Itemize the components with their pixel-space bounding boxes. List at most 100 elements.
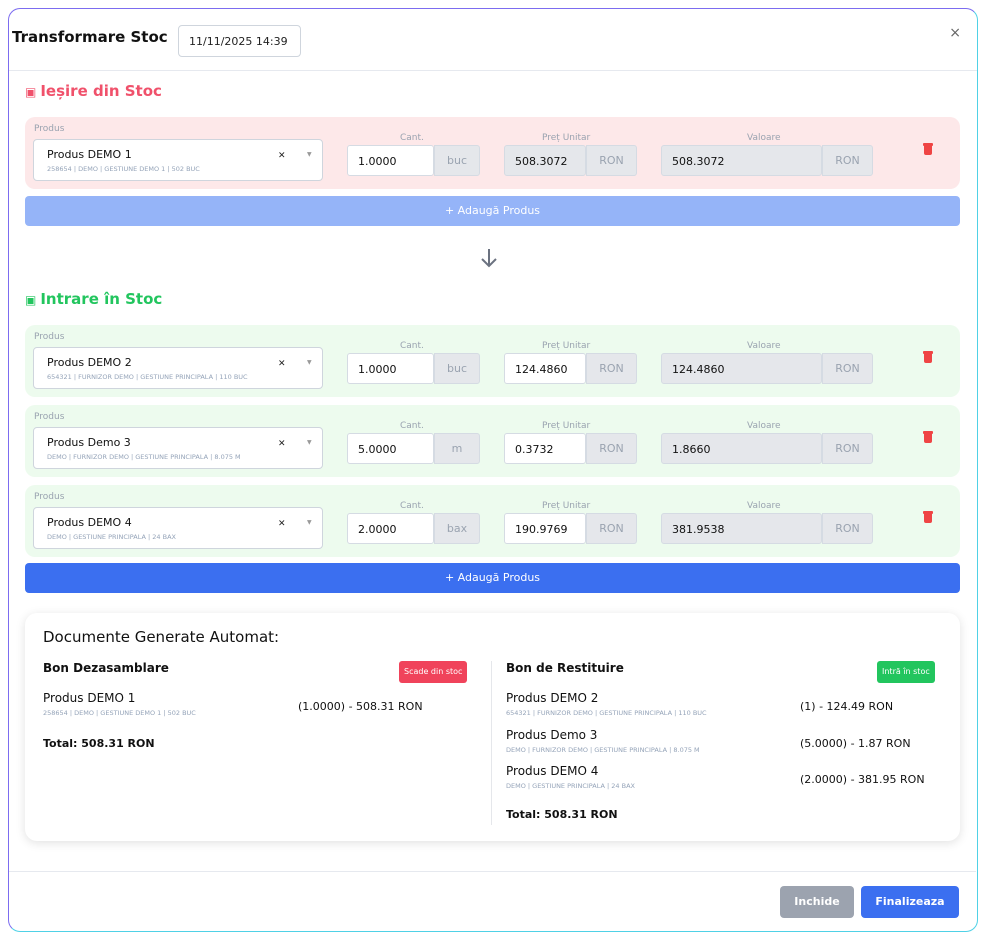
qty-input[interactable]: 1.0000: [347, 353, 434, 384]
currency-addon: RON: [586, 513, 637, 544]
doc-total: Total: 508.31 RON: [506, 808, 618, 821]
currency-addon: RON: [822, 433, 873, 464]
trash-icon[interactable]: [923, 351, 933, 363]
produs-label: Produs: [34, 492, 65, 502]
doc-item-name: Produs DEMO 2: [506, 691, 599, 705]
cant-label: Cant.: [400, 501, 424, 511]
doc-item-name: Produs Demo 3: [506, 728, 598, 742]
clear-icon[interactable]: ✕: [278, 439, 286, 449]
chevron-down-icon[interactable]: ▼: [307, 439, 312, 446]
produs-label: Produs: [34, 332, 65, 342]
doc-item-details: 258654 | DEMO | GESTIUNE DEMO 1 | 502 BU…: [43, 709, 196, 717]
modal-header: Transformare Stoc 11/11/2025 14:39 ×: [9, 9, 977, 71]
product-name: Produs Demo 3: [47, 436, 131, 449]
price-input[interactable]: 0.3732: [504, 433, 586, 464]
chevron-down-icon[interactable]: ▼: [307, 151, 312, 158]
add-product-button[interactable]: + Adaugă Produs: [25, 563, 960, 593]
qty-input[interactable]: 2.0000: [347, 513, 434, 544]
product-details: 258654 | DEMO | GESTIUNE DEMO 1 | 502 BU…: [47, 165, 200, 173]
produs-label: Produs: [34, 124, 65, 134]
box-icon: ▣: [25, 85, 37, 99]
doc-item-details: DEMO | FURNIZOR DEMO | GESTIUNE PRINCIPA…: [506, 746, 700, 754]
chevron-down-icon[interactable]: ▼: [307, 519, 312, 526]
cant-label: Cant.: [400, 421, 424, 431]
out-product-row: Produs Cant. Preț Unitar Valoare Produs …: [25, 117, 960, 189]
pret-label: Preț Unitar: [542, 421, 591, 431]
unit-addon: m: [434, 433, 480, 464]
divider: [491, 661, 492, 825]
close-button[interactable]: Inchide: [780, 886, 854, 918]
valoare-label: Valoare: [747, 501, 781, 511]
price-input[interactable]: 190.9769: [504, 513, 586, 544]
clear-icon[interactable]: ✕: [278, 151, 286, 161]
doc-item-value: (2.0000) - 381.95 RON: [800, 773, 925, 786]
cant-label: Cant.: [400, 341, 424, 351]
valoare-label: Valoare: [747, 133, 781, 143]
pret-label: Preț Unitar: [542, 133, 591, 143]
status-badge: Scade din stoc: [399, 661, 468, 683]
value-field: 1.8660: [661, 433, 822, 464]
product-name: Produs DEMO 4: [47, 516, 132, 529]
bon-dezasamblare-title: Bon Dezasamblare: [43, 661, 169, 675]
box-icon: ▣: [25, 293, 37, 307]
doc-total: Total: 508.31 RON: [43, 737, 155, 750]
status-badge: Intră în stoc: [877, 661, 935, 683]
in-product-row: Produs Cant. Preț Unitar Valoare Produs …: [25, 485, 960, 557]
chevron-down-icon[interactable]: ▼: [307, 359, 312, 366]
qty-input[interactable]: 1.0000: [347, 145, 434, 176]
trash-icon[interactable]: [923, 511, 933, 523]
doc-item-name: Produs DEMO 4: [506, 764, 599, 778]
footer-divider: [9, 871, 976, 872]
generated-docs-panel: Documente Generate Automat: Bon Dezasamb…: [25, 613, 960, 841]
transform-stock-modal: Transformare Stoc 11/11/2025 14:39 × ▣ Ie…: [8, 8, 978, 932]
modal-title: Transformare Stoc: [12, 28, 168, 46]
close-icon[interactable]: ×: [949, 25, 961, 41]
doc-item-details: DEMO | GESTIUNE PRINCIPALA | 24 BAX: [506, 782, 635, 790]
product-select[interactable]: Produs DEMO 4 DEMO | GESTIUNE PRINCIPALA…: [33, 507, 323, 549]
currency-addon: RON: [822, 353, 873, 384]
in-section-title: ▣ Intrare în Stoc: [25, 290, 163, 308]
cant-label: Cant.: [400, 133, 424, 143]
doc-item-name: Produs DEMO 1: [43, 691, 136, 705]
product-details: DEMO | FURNIZOR DEMO | GESTIUNE PRINCIPA…: [47, 453, 241, 461]
trash-icon[interactable]: [923, 431, 933, 443]
valoare-label: Valoare: [747, 341, 781, 351]
doc-item-value: (5.0000) - 1.87 RON: [800, 737, 911, 750]
pret-label: Preț Unitar: [542, 501, 591, 511]
out-section-title: ▣ Ieșire din Stoc: [25, 82, 162, 100]
currency-addon: RON: [586, 353, 637, 384]
valoare-label: Valoare: [747, 421, 781, 431]
product-details: DEMO | GESTIUNE PRINCIPALA | 24 BAX: [47, 533, 176, 541]
add-product-button[interactable]: + Adaugă Produs: [25, 196, 960, 226]
produs-label: Produs: [34, 412, 65, 422]
unit-addon: bax: [434, 513, 480, 544]
currency-addon: RON: [822, 513, 873, 544]
price-input: 508.3072: [504, 145, 586, 176]
arrow-down-icon: [481, 249, 497, 268]
finish-button[interactable]: Finalizeaza: [861, 886, 959, 918]
pret-label: Preț Unitar: [542, 341, 591, 351]
product-name: Produs DEMO 2: [47, 356, 132, 369]
qty-input[interactable]: 5.0000: [347, 433, 434, 464]
price-input[interactable]: 124.4860: [504, 353, 586, 384]
date-input[interactable]: 11/11/2025 14:39: [178, 25, 301, 57]
bon-restituire-title: Bon de Restituire: [506, 661, 624, 675]
product-name: Produs DEMO 1: [47, 148, 132, 161]
product-details: 654321 | FURNIZOR DEMO | GESTIUNE PRINCI…: [47, 373, 248, 381]
clear-icon[interactable]: ✕: [278, 359, 286, 369]
currency-addon: RON: [586, 433, 637, 464]
clear-icon[interactable]: ✕: [278, 519, 286, 529]
value-field: 381.9538: [661, 513, 822, 544]
docs-title: Documente Generate Automat:: [43, 628, 280, 646]
doc-item-details: 654321 | FURNIZOR DEMO | GESTIUNE PRINCI…: [506, 709, 707, 717]
doc-item-value: (1) - 124.49 RON: [800, 700, 894, 713]
trash-icon[interactable]: [923, 143, 933, 155]
currency-addon: RON: [586, 145, 637, 176]
unit-addon: buc: [434, 145, 480, 176]
unit-addon: buc: [434, 353, 480, 384]
product-select[interactable]: Produs DEMO 1 258654 | DEMO | GESTIUNE D…: [33, 139, 323, 181]
product-select[interactable]: Produs Demo 3 DEMO | FURNIZOR DEMO | GES…: [33, 427, 323, 469]
value-field: 124.4860: [661, 353, 822, 384]
value-field: 508.3072: [661, 145, 822, 176]
product-select[interactable]: Produs DEMO 2 654321 | FURNIZOR DEMO | G…: [33, 347, 323, 389]
